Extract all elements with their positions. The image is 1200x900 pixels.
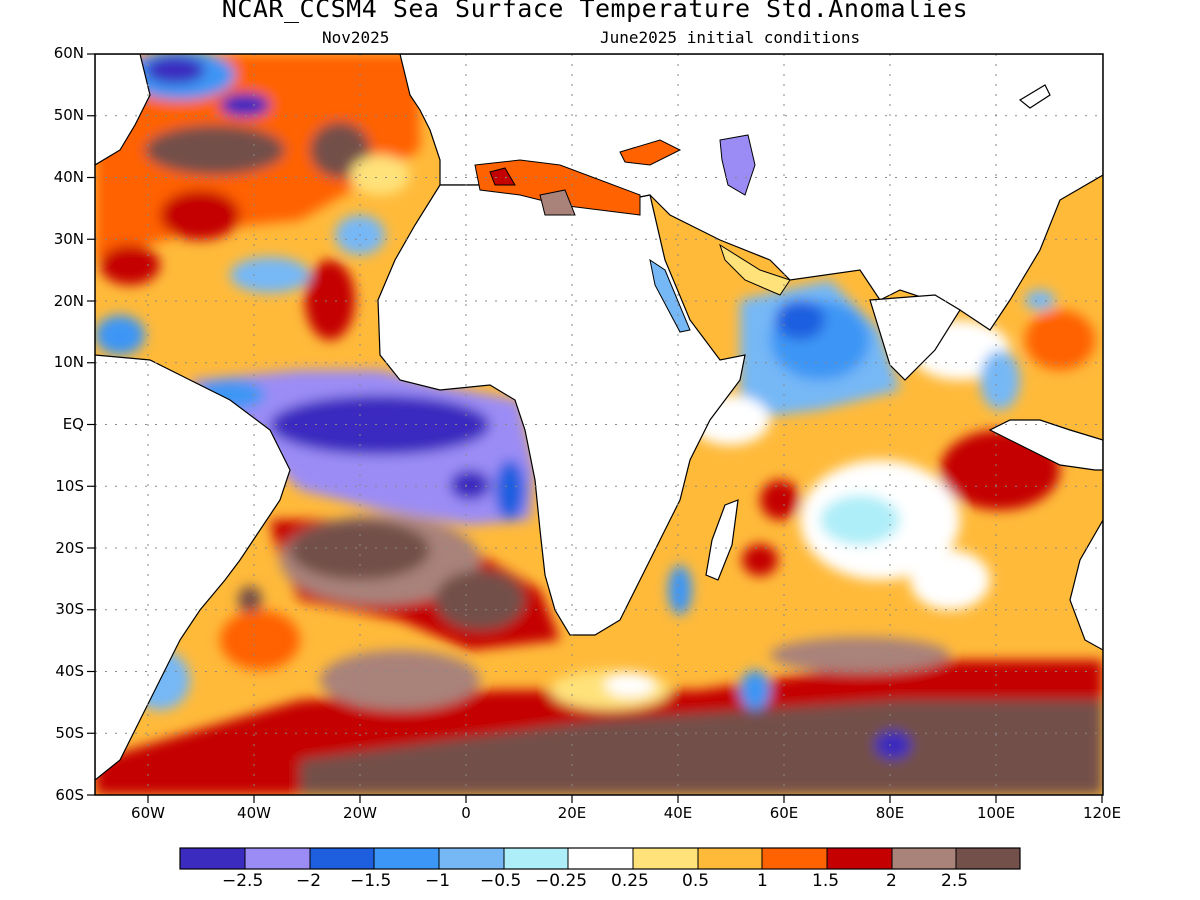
colorbar-swatch — [504, 848, 568, 869]
colorbar-label: 0.5 — [682, 871, 710, 891]
forecast-month-label: Nov2025 — [322, 28, 390, 47]
lon-label: 120E — [1082, 804, 1122, 822]
colorbar-label: −2.5 — [222, 871, 264, 891]
lat-label: 50N — [53, 106, 84, 124]
colorbar-swatch — [180, 848, 245, 869]
lat-label: 60S — [55, 786, 84, 804]
lat-label: 50S — [55, 724, 84, 742]
colorbar-swatch — [956, 848, 1020, 869]
lon-label: 60W — [131, 804, 165, 822]
initial-conditions-label: June2025 initial conditions — [600, 28, 861, 47]
lat-label: 10N — [53, 353, 84, 371]
colorbar-label: 2 — [886, 871, 897, 891]
land-layer — [95, 54, 1103, 781]
colorbar-label: 2.5 — [941, 871, 969, 891]
colorbar — [179, 847, 1021, 870]
lon-label: 20W — [343, 804, 377, 822]
axis-ticks — [87, 53, 1103, 803]
lat-label: 40N — [53, 168, 84, 186]
colorbar-label: −1.5 — [350, 871, 392, 891]
lat-label: EQ — [62, 415, 84, 433]
lon-label: 80E — [875, 804, 905, 822]
colorbar-swatch — [892, 848, 956, 869]
lat-label: 30S — [55, 600, 84, 618]
lat-label: 30N — [53, 230, 84, 248]
colorbar-label: −0.5 — [480, 871, 522, 891]
colorbar-swatch — [439, 848, 504, 869]
colorbar-swatch — [568, 848, 633, 869]
lon-label: 100E — [976, 804, 1016, 822]
colorbar-swatch — [827, 848, 892, 869]
colorbar-swatch — [374, 848, 439, 869]
colorbar-swatch — [698, 848, 762, 869]
lon-label: 20E — [557, 804, 587, 822]
inland-seas — [474, 134, 791, 333]
lon-label: 0 — [461, 804, 471, 822]
lon-label: 60E — [769, 804, 799, 822]
colorbar-swatch — [762, 848, 827, 869]
colorbar-label: −1 — [425, 871, 451, 891]
colorbar-swatch — [633, 848, 698, 869]
map-title: NCAR_CCSM4 Sea Surface Temperature Std.A… — [221, 0, 969, 23]
lat-label: 60N — [53, 44, 84, 62]
lat-label: 40S — [55, 662, 84, 680]
colorbar-swatch — [245, 848, 310, 869]
lon-label: 40E — [663, 804, 693, 822]
colorbar-label: −0.25 — [535, 871, 588, 891]
colorbar-label: 0.25 — [611, 871, 649, 891]
colorbar-swatch — [310, 848, 374, 869]
lat-label: 20S — [55, 539, 84, 557]
colorbar-label: 1.5 — [812, 871, 840, 891]
lat-label: 20N — [53, 292, 84, 310]
colorbar-label: 1 — [757, 871, 768, 891]
colorbar-label: −2 — [296, 871, 322, 891]
graticule — [95, 54, 1103, 795]
lon-label: 40W — [237, 804, 271, 822]
lat-label: 10S — [55, 477, 84, 495]
